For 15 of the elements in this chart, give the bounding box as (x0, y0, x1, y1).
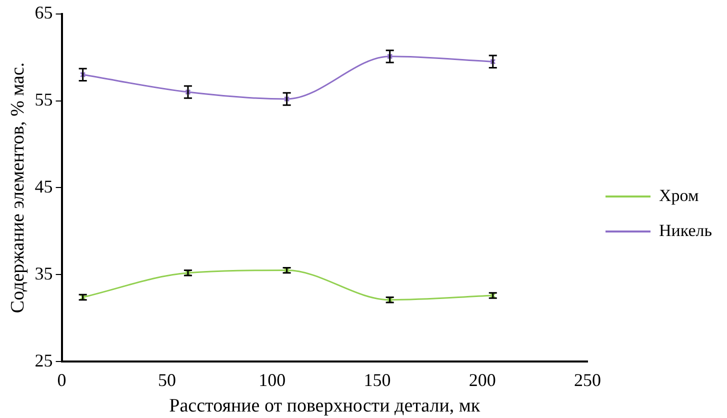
y-tick-label: 25 (34, 350, 53, 370)
x-tick-label: 100 (258, 370, 286, 390)
x-tick-label: 50 (158, 370, 176, 390)
y-tick-label: 55 (34, 89, 53, 110)
y-tick-label: 35 (34, 263, 53, 284)
y-axis-title: Содержание элементов, % мас. (7, 62, 28, 314)
legend-label: Никель (659, 220, 712, 240)
x-tick-label: 250 (574, 370, 602, 390)
y-tick-label: 65 (34, 2, 53, 23)
x-axis-title: Расстояние от поверхности детали, мк (169, 396, 481, 417)
y-tick-label: 45 (34, 176, 53, 196)
legend-label: Хром (659, 186, 699, 205)
x-tick-label: 200 (468, 370, 496, 390)
x-tick-label: 0 (57, 370, 66, 390)
x-tick-label: 150 (364, 370, 391, 390)
